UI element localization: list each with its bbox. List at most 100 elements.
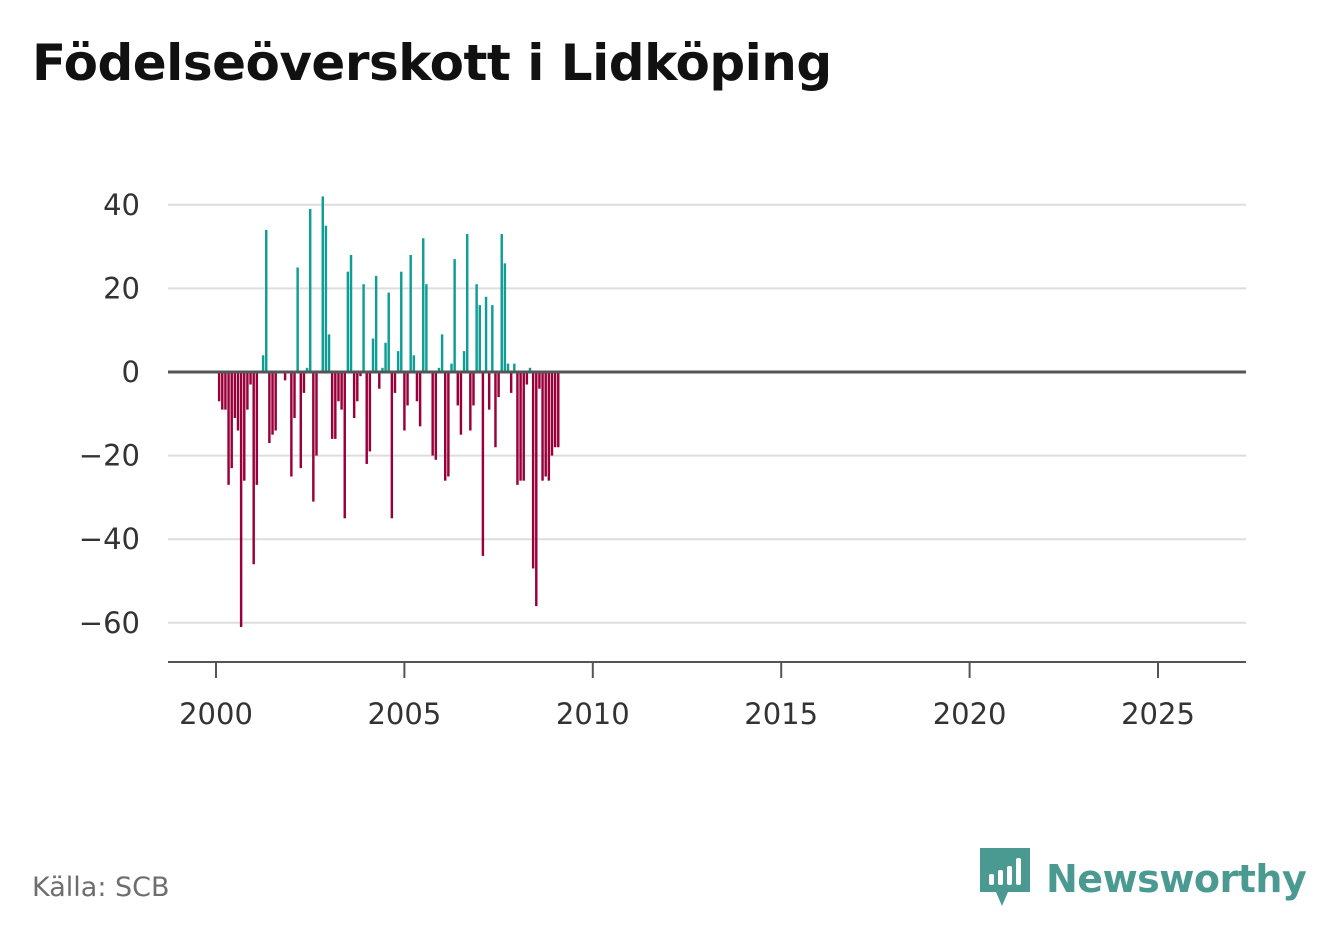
y-tick-label-0: 40 bbox=[103, 188, 140, 222]
bar-55 bbox=[387, 292, 390, 372]
bar-84 bbox=[478, 305, 481, 372]
bar-41 bbox=[343, 372, 346, 519]
bar-94 bbox=[509, 372, 513, 393]
bar-25 bbox=[293, 372, 296, 418]
bar-100 bbox=[528, 367, 532, 372]
bar-78 bbox=[459, 372, 463, 435]
bar-101 bbox=[531, 372, 535, 569]
bar-95 bbox=[513, 363, 516, 372]
bar-106 bbox=[547, 372, 551, 481]
bar-50 bbox=[371, 338, 375, 372]
bar-74 bbox=[447, 372, 450, 477]
bar-104 bbox=[541, 372, 544, 481]
y-tick-label-1: 20 bbox=[103, 271, 140, 305]
bar-5 bbox=[230, 372, 233, 469]
y-tick-label-5: −60 bbox=[79, 606, 140, 640]
bar-103 bbox=[538, 372, 541, 389]
grid-lines bbox=[168, 203, 1246, 624]
bar-19 bbox=[274, 372, 277, 431]
bar-109 bbox=[557, 372, 560, 448]
bar-65 bbox=[418, 372, 422, 427]
bar-44 bbox=[352, 372, 356, 418]
bar-16 bbox=[265, 229, 268, 372]
brand-logo: Newsworthy bbox=[980, 848, 1307, 910]
bar-27 bbox=[299, 372, 303, 469]
bar-76 bbox=[453, 259, 456, 372]
bar-80 bbox=[465, 234, 469, 372]
bar-7 bbox=[236, 372, 240, 431]
bar-48 bbox=[365, 372, 368, 464]
bar-108 bbox=[553, 372, 557, 448]
bar-73 bbox=[444, 372, 447, 481]
bar-42 bbox=[346, 271, 350, 372]
bar-4 bbox=[227, 372, 230, 485]
y-tick-label-3: −20 bbox=[79, 439, 140, 473]
chart-title: Födelseöverskott i Lidköping bbox=[32, 34, 832, 92]
bar-71 bbox=[437, 367, 441, 372]
bar-99 bbox=[525, 372, 529, 385]
bar-70 bbox=[434, 372, 438, 460]
bar-10 bbox=[246, 372, 249, 410]
bar-92 bbox=[503, 263, 507, 372]
bar-45 bbox=[356, 372, 359, 402]
bar-96 bbox=[516, 372, 519, 485]
bar-61 bbox=[406, 372, 409, 406]
bar-82 bbox=[472, 372, 475, 406]
bar-86 bbox=[484, 296, 488, 372]
bar-9 bbox=[243, 372, 246, 481]
bar-63 bbox=[412, 355, 416, 372]
bar-24 bbox=[290, 372, 293, 477]
bar-54 bbox=[384, 342, 387, 372]
bar-102 bbox=[535, 372, 538, 607]
bar-18 bbox=[271, 372, 274, 435]
y-tick-label-4: −40 bbox=[79, 522, 140, 556]
bar-2 bbox=[221, 372, 224, 410]
bar-79 bbox=[462, 351, 466, 372]
bar-98 bbox=[522, 372, 525, 481]
bar-90 bbox=[497, 372, 500, 398]
bar-69 bbox=[431, 372, 434, 456]
x-tick-label-2: 2010 bbox=[556, 697, 630, 731]
bar-6 bbox=[233, 372, 237, 418]
bar-13 bbox=[255, 372, 259, 485]
x-tick-label-1: 2005 bbox=[367, 697, 441, 731]
brand-name: Newsworthy bbox=[1046, 857, 1307, 901]
bar-62 bbox=[409, 254, 412, 372]
bars bbox=[217, 196, 560, 627]
bar-67 bbox=[425, 284, 428, 372]
x-tick-label-0: 2000 bbox=[179, 697, 253, 731]
bar-31 bbox=[312, 372, 315, 502]
bar-30 bbox=[308, 208, 312, 372]
bar-28 bbox=[302, 372, 306, 393]
bar-77 bbox=[456, 372, 460, 406]
bar-36 bbox=[327, 334, 331, 372]
bar-81 bbox=[469, 372, 472, 431]
bar-60 bbox=[403, 372, 406, 431]
bar-34 bbox=[321, 196, 324, 372]
bar-83 bbox=[475, 284, 478, 372]
bar-29 bbox=[305, 367, 309, 372]
bar-59 bbox=[400, 271, 403, 372]
bar-97 bbox=[519, 372, 522, 481]
bar-87 bbox=[487, 372, 491, 410]
bar-88 bbox=[491, 305, 494, 372]
bar-17 bbox=[268, 372, 271, 444]
bar-85 bbox=[481, 372, 485, 556]
bar-64 bbox=[415, 372, 419, 402]
axes: 40 20 0 −20 −40 −60 2000 2005 2010 2015 2020 2025 bbox=[79, 188, 1246, 731]
bar-3 bbox=[224, 372, 227, 410]
bar-52 bbox=[378, 372, 381, 389]
bar-66 bbox=[422, 238, 425, 372]
bar-37 bbox=[330, 372, 334, 439]
bar-35 bbox=[324, 225, 328, 372]
bar-8 bbox=[239, 372, 243, 627]
bar-46 bbox=[359, 372, 362, 377]
bar-26 bbox=[296, 267, 299, 372]
bar-47 bbox=[362, 284, 365, 372]
x-tick-label-4: 2020 bbox=[933, 697, 1007, 731]
bar-40 bbox=[340, 372, 343, 410]
bar-53 bbox=[381, 367, 384, 372]
bar-22 bbox=[283, 372, 287, 381]
bar-38 bbox=[334, 372, 337, 439]
bar-49 bbox=[368, 372, 372, 452]
